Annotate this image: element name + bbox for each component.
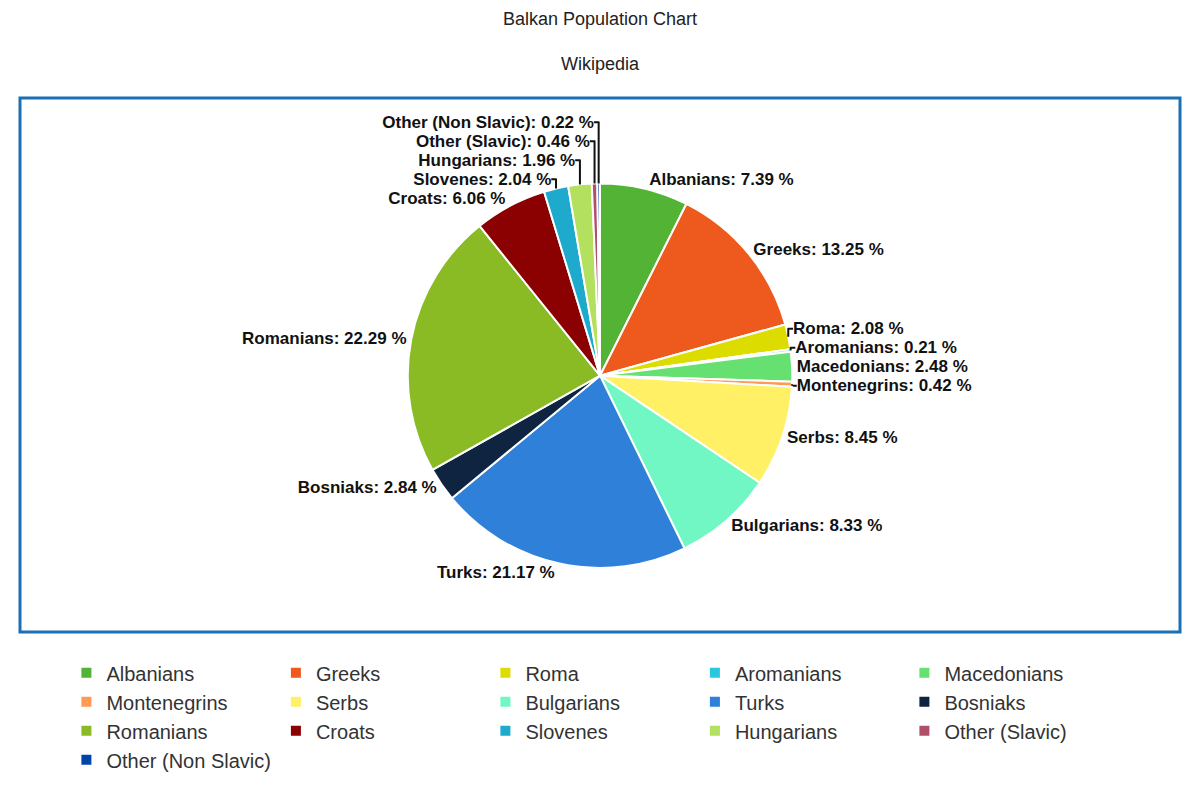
svg-text:Hungarians: Hungarians <box>735 721 837 743</box>
svg-text:Croats: 6.06 %: Croats: 6.06 % <box>388 189 505 208</box>
svg-text:Greeks: 13.25 %: Greeks: 13.25 % <box>753 240 883 259</box>
svg-text:Albanians: 7.39 %: Albanians: 7.39 % <box>649 170 794 189</box>
svg-text:Aromanians: Aromanians <box>735 663 842 685</box>
svg-text:Other (Slavic): Other (Slavic) <box>944 721 1066 743</box>
svg-text:Aromanians: 0.21 %: Aromanians: 0.21 % <box>795 338 957 357</box>
svg-text:Roma: 2.08 %: Roma: 2.08 % <box>793 319 904 338</box>
svg-text:Turks: 21.17 %: Turks: 21.17 % <box>437 563 555 582</box>
svg-text:Slovenes: Slovenes <box>525 721 607 743</box>
svg-text:Bulgarians: Bulgarians <box>525 692 620 714</box>
svg-text:Other (Non Slavic): Other (Non Slavic) <box>106 750 271 772</box>
svg-text:Serbs: 8.45 %: Serbs: 8.45 % <box>787 428 898 447</box>
svg-text:Slovenes: 2.04 %: Slovenes: 2.04 % <box>413 170 551 189</box>
svg-text:Other (Non Slavic): 0.22 %: Other (Non Slavic): 0.22 % <box>382 113 594 132</box>
svg-text:Balkan Population Chart: Balkan Population Chart <box>503 9 697 29</box>
svg-text:Greeks: Greeks <box>316 663 380 685</box>
svg-text:Romanians: Romanians <box>106 721 207 743</box>
svg-text:Montenegrins: Montenegrins <box>106 692 227 714</box>
svg-text:Bosniaks: 2.84 %: Bosniaks: 2.84 % <box>298 478 437 497</box>
svg-text:Montenegrins: 0.42 %: Montenegrins: 0.42 % <box>797 376 972 395</box>
svg-text:Macedonians: 2.48 %: Macedonians: 2.48 % <box>797 357 968 376</box>
svg-text:Hungarians: 1.96 %: Hungarians: 1.96 % <box>418 151 575 170</box>
svg-text:Serbs: Serbs <box>316 692 368 714</box>
svg-text:Romanians: 22.29 %: Romanians: 22.29 % <box>242 329 406 348</box>
svg-text:Croats: Croats <box>316 721 375 743</box>
svg-text:Bosniaks: Bosniaks <box>944 692 1025 714</box>
svg-text:Roma: Roma <box>525 663 579 685</box>
svg-text:Bulgarians: 8.33 %: Bulgarians: 8.33 % <box>731 516 882 535</box>
svg-text:Albanians: Albanians <box>106 663 194 685</box>
svg-text:Macedonians: Macedonians <box>944 663 1063 685</box>
svg-text:Wikipedia: Wikipedia <box>561 54 640 74</box>
svg-text:Other (Slavic): 0.46 %: Other (Slavic): 0.46 % <box>416 132 590 151</box>
svg-text:Turks: Turks <box>735 692 784 714</box>
